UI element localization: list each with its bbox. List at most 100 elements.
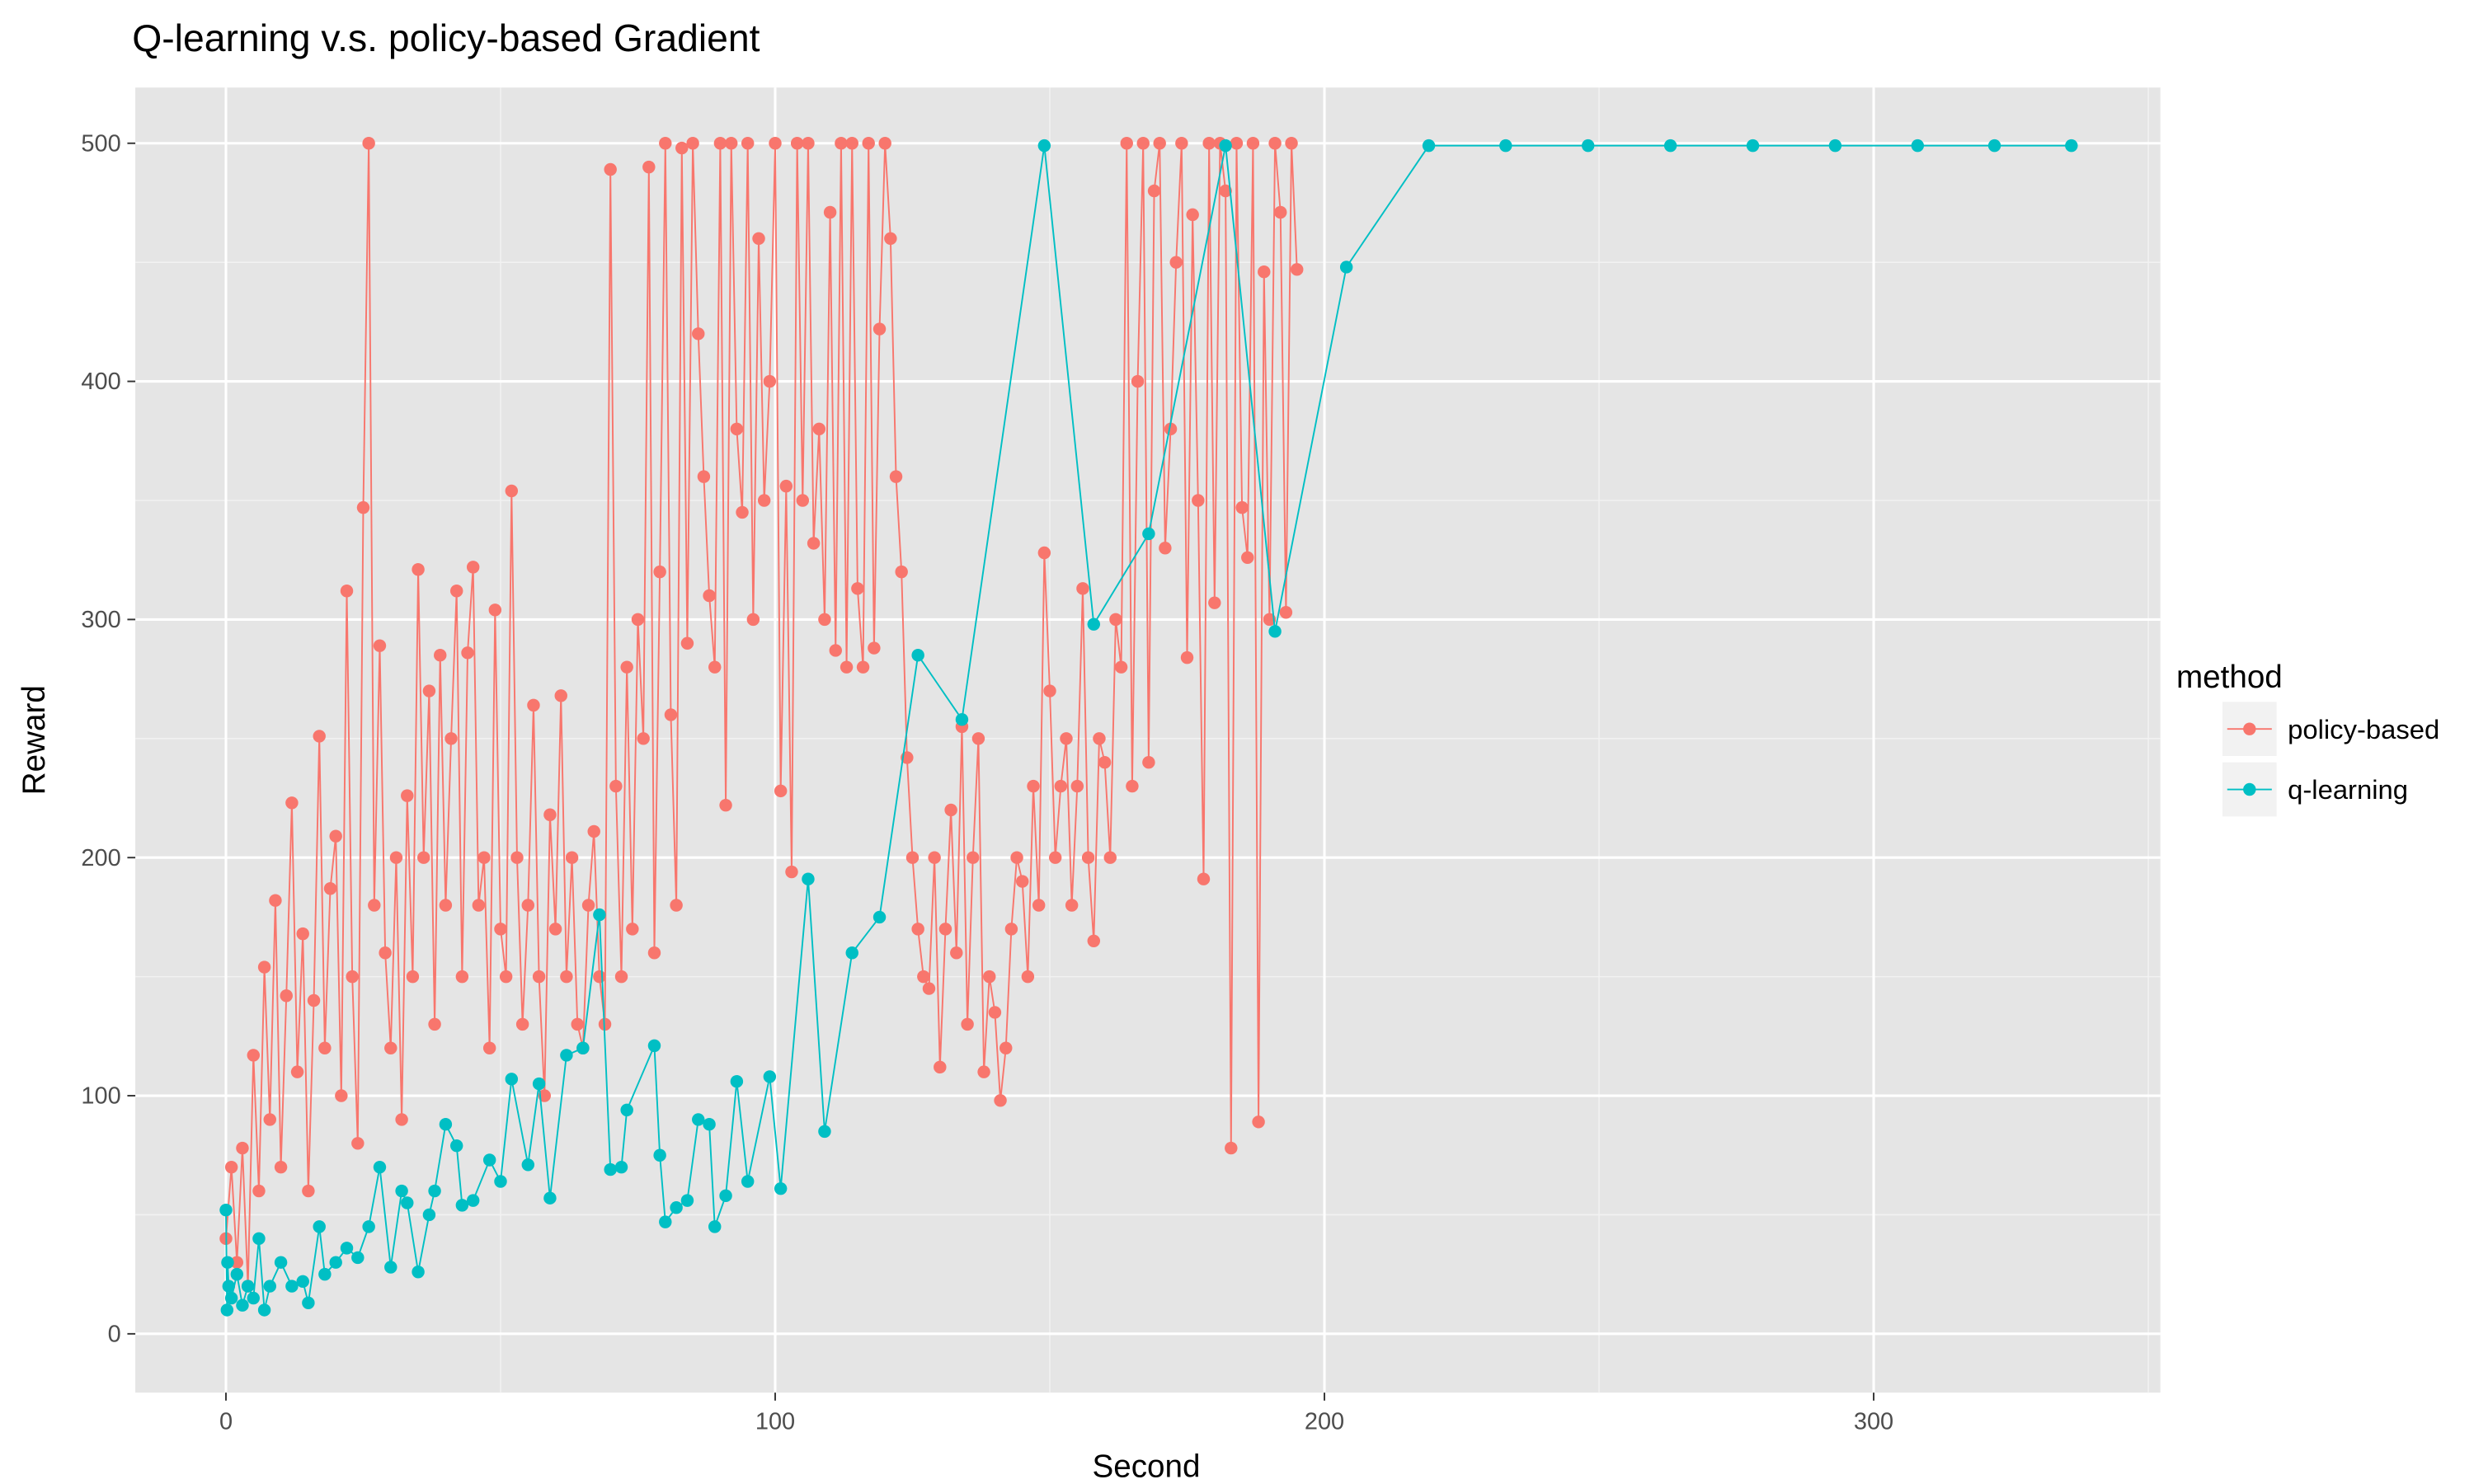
data-point [659, 137, 672, 150]
data-point [692, 1113, 705, 1126]
data-point [362, 1220, 375, 1233]
data-point [637, 732, 650, 745]
data-point [351, 1137, 365, 1150]
data-point [1208, 596, 1221, 609]
data-point [368, 899, 381, 912]
data-point [818, 1125, 831, 1139]
data-point [917, 970, 930, 984]
data-point [878, 137, 891, 150]
data-point [548, 923, 562, 936]
data-point [422, 1208, 436, 1222]
x-tick-label: 200 [1305, 1409, 1344, 1435]
y-tick-label: 400 [81, 369, 120, 395]
data-point [422, 684, 436, 697]
data-point [609, 779, 623, 793]
data-point [302, 1184, 315, 1198]
data-point [1142, 527, 1155, 541]
data-point [1021, 970, 1035, 984]
data-point [455, 970, 469, 984]
data-point [642, 160, 656, 174]
data-point [1290, 263, 1304, 276]
data-point [1258, 265, 1271, 279]
data-point [565, 851, 579, 864]
data-point [845, 946, 858, 960]
data-point [1169, 256, 1183, 269]
data-point [1120, 137, 1133, 150]
data-point [521, 1158, 535, 1172]
data-point [1048, 851, 1062, 864]
data-point [1043, 684, 1056, 697]
data-point [389, 851, 403, 864]
data-point [428, 1017, 441, 1031]
data-point [653, 1148, 666, 1162]
data-point [532, 1077, 546, 1091]
data-point [1136, 137, 1150, 150]
data-point [1279, 606, 1293, 619]
data-point [1010, 851, 1023, 864]
data-point [434, 648, 447, 662]
data-point [224, 1160, 238, 1174]
data-point [263, 1280, 276, 1293]
data-point [872, 910, 887, 924]
data-point [221, 1256, 234, 1269]
data-point [812, 422, 826, 436]
data-point [1230, 137, 1244, 150]
data-point [247, 1049, 261, 1062]
data-point [313, 1220, 326, 1233]
data-point [335, 1089, 348, 1102]
x-tick-label: 0 [219, 1409, 233, 1435]
data-point [538, 1089, 551, 1102]
data-point [774, 1181, 788, 1195]
data-point [692, 327, 705, 340]
data-point [802, 137, 815, 150]
data-point [263, 1113, 276, 1126]
data-point [862, 137, 875, 150]
data-point [840, 660, 854, 674]
legend-point [2243, 782, 2256, 796]
data-point [1911, 139, 1925, 153]
data-point [323, 882, 337, 895]
data-point [922, 982, 936, 995]
data-point [494, 1175, 507, 1188]
data-point [543, 1191, 557, 1205]
data-point [302, 1296, 315, 1310]
data-point [614, 970, 628, 984]
data-point [510, 851, 524, 864]
data-point [329, 829, 342, 843]
data-point [1060, 732, 1073, 745]
data-point [730, 422, 744, 436]
data-point [222, 1280, 236, 1293]
data-point [1109, 613, 1122, 627]
data-point [1241, 551, 1254, 565]
data-point [1054, 779, 1068, 793]
data-point [593, 908, 606, 922]
x-tick-label: 300 [1854, 1409, 1893, 1435]
data-point [1219, 139, 1232, 153]
data-point [944, 803, 957, 817]
data-point [829, 644, 842, 657]
data-point [889, 470, 903, 483]
data-point [2065, 139, 2078, 153]
data-point [796, 494, 810, 507]
data-point [1268, 625, 1282, 638]
data-point [938, 923, 952, 936]
data-point [1076, 582, 1089, 595]
data-point [587, 824, 600, 838]
data-point [505, 1073, 519, 1086]
data-point [290, 1065, 304, 1078]
data-point [285, 1280, 299, 1293]
data-point [247, 1291, 261, 1305]
data-point [818, 613, 831, 627]
data-point [1093, 732, 1106, 745]
data-point [346, 970, 359, 984]
data-point [719, 798, 732, 812]
data-point [719, 1189, 732, 1203]
y-axis-label: Reward [16, 685, 52, 795]
data-point [1037, 139, 1051, 153]
data-point [417, 851, 430, 864]
data-point [461, 646, 474, 660]
data-point [746, 613, 760, 627]
data-point [779, 479, 793, 493]
legend-point [2243, 722, 2256, 735]
data-point [351, 1251, 365, 1265]
